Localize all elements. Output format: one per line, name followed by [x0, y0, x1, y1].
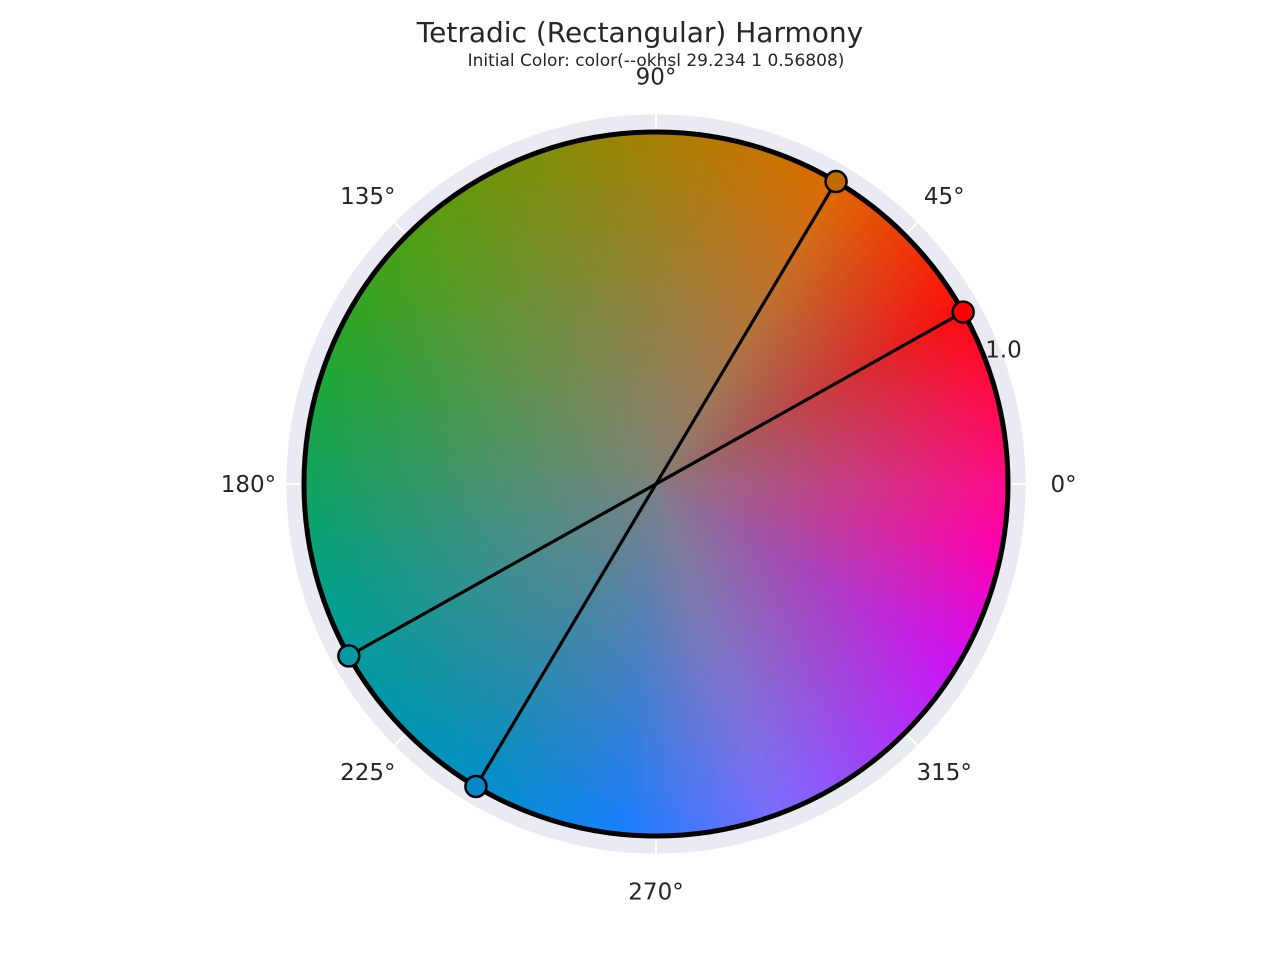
harmony-point-3 — [337, 644, 361, 668]
harmony-point-4 — [464, 774, 488, 799]
wheel-outline — [301, 129, 1011, 839]
chart-subtitle: Initial Color: color(--okhsl 29.234 1 0.… — [468, 51, 845, 71]
radial-tick-label: 1.0 — [985, 337, 1022, 363]
angle-tick-315: 315° — [917, 760, 972, 786]
angle-tick-0: 0° — [1051, 472, 1077, 498]
harmony-line-2 — [474, 180, 838, 788]
angle-tick-180: 180° — [221, 472, 276, 498]
angle-tick-270: 270° — [628, 880, 683, 906]
angle-tick-225: 225° — [340, 760, 395, 786]
angle-tick-45: 45° — [924, 184, 965, 210]
angle-tick-90: 90° — [636, 64, 677, 90]
chart-title: Tetradic (Rectangular) Harmony — [416, 16, 863, 49]
radial-tick-labels: 1.0 — [985, 337, 1022, 363]
harmony-lines — [348, 180, 964, 788]
angle-tick-labels: 0° 45° 90° 135° 180° 225° 270° 315° — [221, 64, 1077, 905]
harmony-point-1 — [951, 300, 975, 324]
harmony-point-2 — [824, 169, 848, 194]
angle-tick-135: 135° — [340, 184, 395, 210]
harmony-points — [337, 169, 975, 799]
